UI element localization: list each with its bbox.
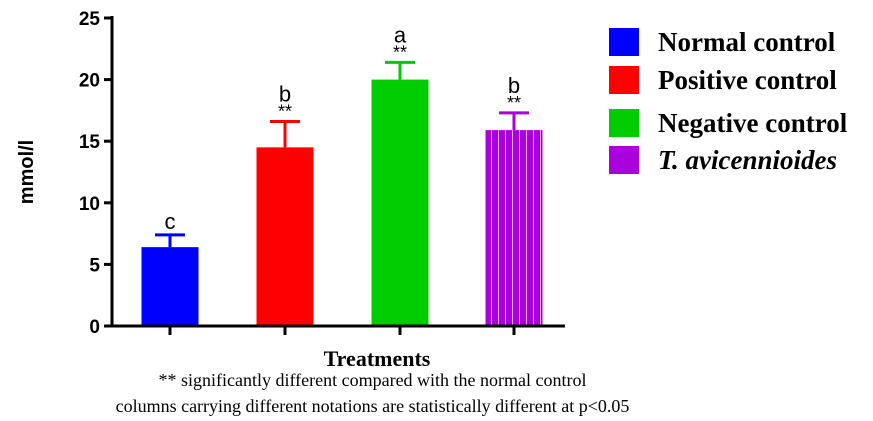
legend-swatch [609, 28, 639, 56]
bar [256, 147, 314, 326]
x-axis-label: Treatments [324, 346, 431, 370]
legend: Normal control Positive control Negative c… [609, 27, 848, 175]
significance-marker: ** [507, 93, 521, 113]
legend-label: T. avicennioides [658, 145, 837, 175]
legend-label: Negative control [658, 108, 848, 138]
y-tick-label: 5 [89, 255, 100, 276]
axes [110, 16, 565, 335]
footnote-significance: ** significantly different compared with… [158, 370, 587, 390]
significance-marker: ** [393, 42, 407, 62]
legend-label: Normal control [658, 27, 836, 57]
y-tick-label: 10 [79, 194, 100, 215]
y-axis-label: mmol/l [16, 140, 38, 204]
group-letter: b [279, 81, 291, 106]
bar [371, 79, 429, 326]
y-axis-ticks: 0 5 10 15 20 25 [79, 9, 112, 338]
group-letter: b [508, 73, 520, 98]
legend-swatch [609, 66, 639, 94]
group-letter: a [394, 22, 407, 47]
footnote-notation: columns carrying different notations are… [115, 396, 630, 416]
y-tick-label: 15 [79, 132, 101, 153]
bars: c**b**a**b [141, 22, 543, 326]
y-tick-label: 20 [79, 71, 100, 92]
group-letter: c [165, 209, 176, 234]
y-tick-label: 0 [89, 317, 100, 338]
legend-swatch [609, 146, 639, 174]
legend-label: Positive control [658, 65, 837, 95]
bar [141, 247, 199, 326]
legend-swatch [609, 109, 639, 137]
y-tick-label: 25 [79, 9, 101, 30]
significance-marker: ** [278, 101, 292, 121]
